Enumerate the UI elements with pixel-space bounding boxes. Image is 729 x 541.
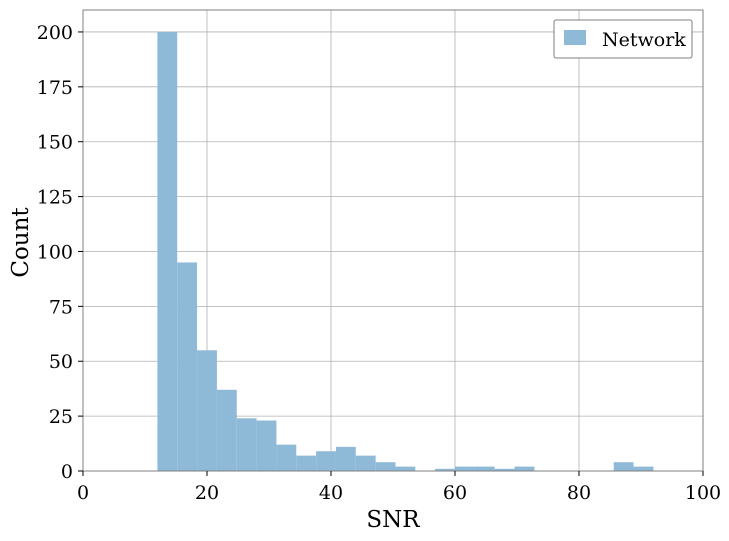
x-tick-label: 100 (685, 482, 721, 504)
x-axis-label: SNR (366, 507, 420, 533)
legend-box (553, 19, 693, 59)
histogram-bar (474, 466, 495, 471)
histogram-bar (296, 455, 317, 471)
y-tick-label: 75 (49, 296, 73, 318)
histogram-bar (276, 444, 297, 471)
histogram-bar (435, 468, 455, 471)
histogram-bars (157, 31, 654, 471)
histogram-bar (375, 462, 396, 471)
axis-ticks: 0 20 40 60 80 100 0 25 50 75 100 125 150 175 200 (37, 22, 721, 504)
histogram-bar (514, 466, 535, 471)
y-tick-label: 175 (37, 77, 73, 99)
histogram-bar (177, 262, 198, 471)
histogram-bar (633, 466, 654, 471)
y-tick-label: 0 (61, 461, 73, 483)
histogram-bar (157, 31, 178, 471)
y-tick-label: 100 (37, 241, 73, 263)
histogram-bar (236, 418, 257, 471)
y-tick-label: 25 (49, 406, 73, 428)
x-tick-label: 60 (443, 482, 467, 504)
histogram-bar (216, 389, 237, 471)
histogram-bar (335, 446, 356, 471)
x-tick-label: 80 (567, 482, 591, 504)
histogram-bar (197, 350, 217, 471)
histogram-bar (494, 468, 515, 471)
histogram-bar (316, 451, 336, 471)
plot-frame (82, 9, 704, 472)
y-axis-label: Count (8, 207, 34, 278)
y-tick-label: 200 (37, 22, 73, 44)
legend-label-network: Network (602, 29, 686, 51)
y-tick-label: 150 (37, 132, 73, 154)
histogram-bar (395, 466, 416, 471)
histogram-bar (256, 420, 277, 471)
x-tick-label: 0 (77, 482, 89, 504)
legend: Network (553, 19, 693, 59)
y-tick-label: 125 (37, 187, 73, 209)
x-tick-label: 40 (319, 482, 343, 504)
x-tick-label: 20 (195, 482, 219, 504)
histogram-bar (455, 466, 475, 471)
histogram-bar (355, 455, 376, 471)
legend-swatch-network (564, 30, 586, 45)
y-tick-label: 50 (49, 351, 73, 373)
histogram-bar (613, 462, 634, 471)
